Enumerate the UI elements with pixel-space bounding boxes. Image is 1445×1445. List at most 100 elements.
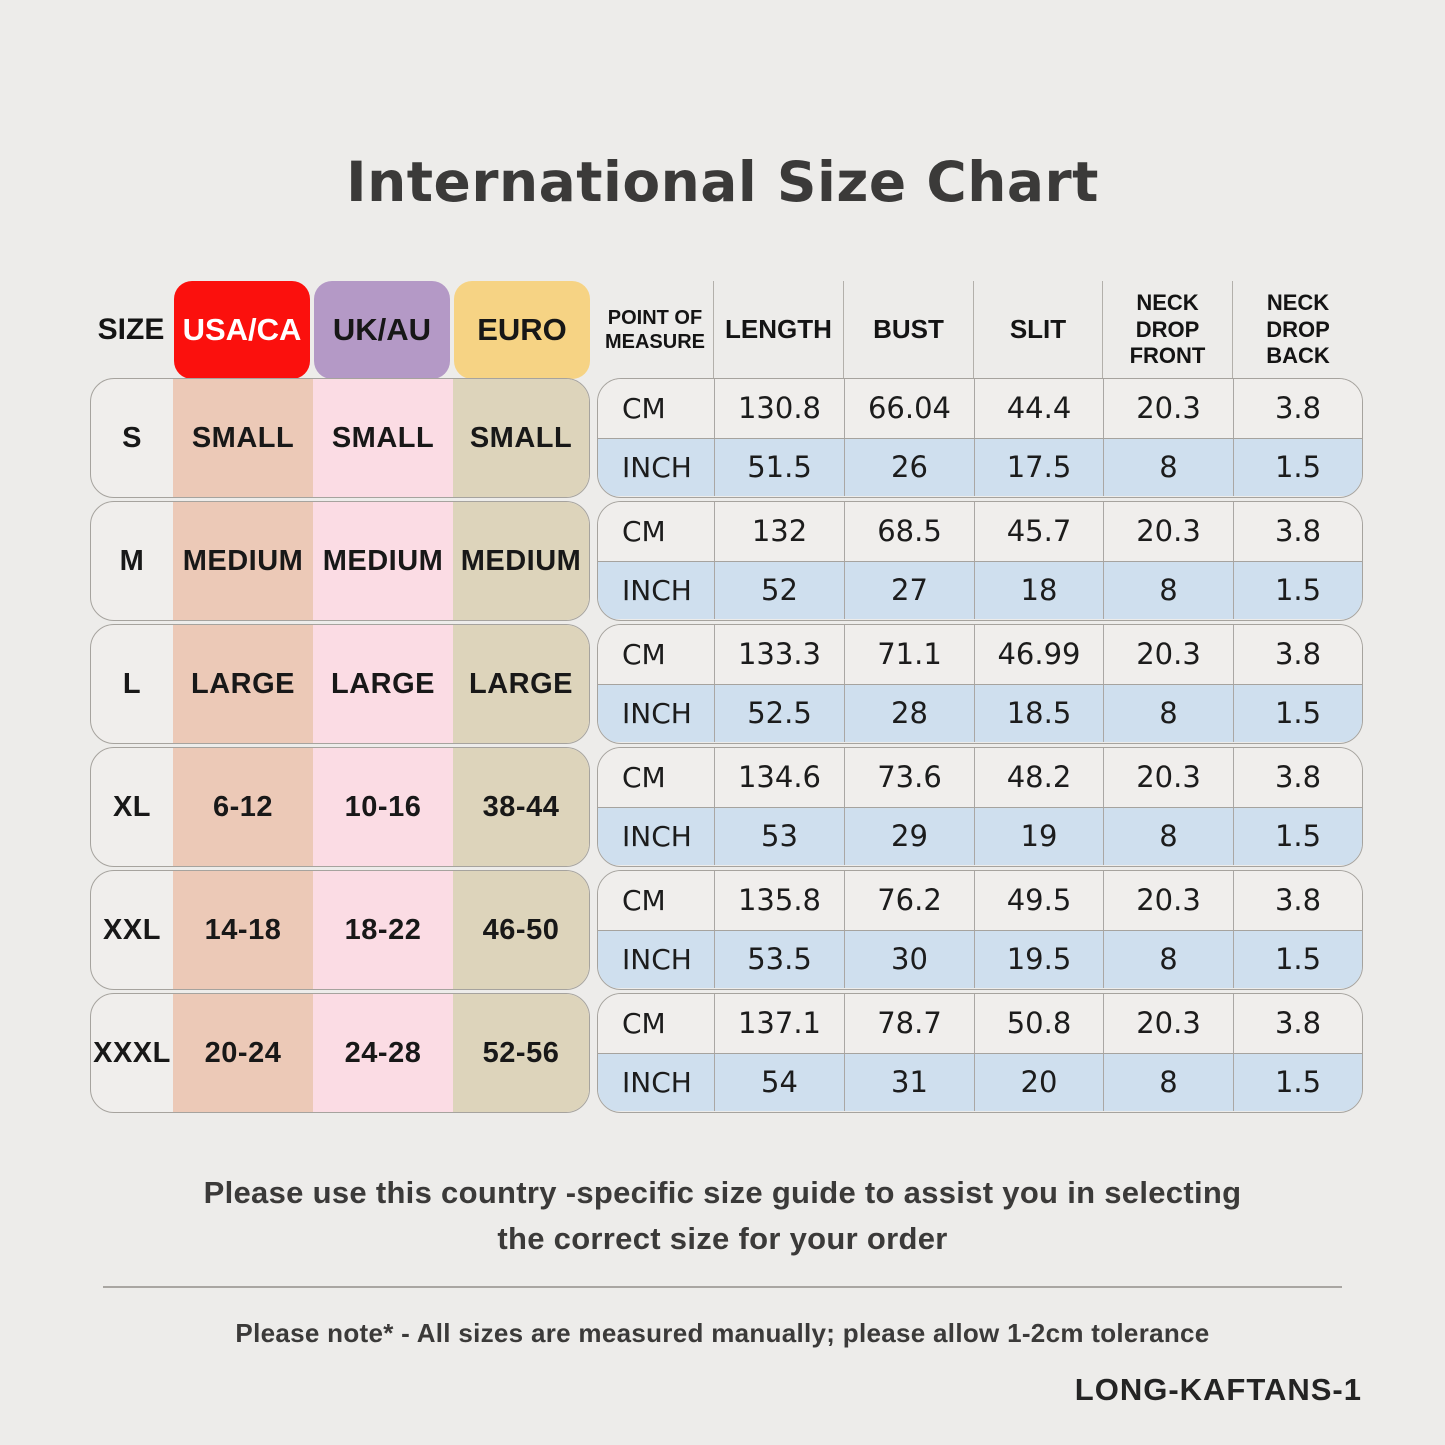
neck-drop-back-value: 3.8 bbox=[1233, 994, 1362, 1053]
neck-drop-back-value: 3.8 bbox=[1233, 625, 1362, 684]
uk-au-size-cell: MEDIUM bbox=[313, 502, 453, 620]
neck-drop-front-value: 20.3 bbox=[1103, 625, 1233, 684]
bust-value: 73.6 bbox=[844, 748, 974, 807]
cm-row: CM 132 68.5 45.7 20.3 3.8 bbox=[598, 502, 1362, 561]
euro-size-cell: LARGE bbox=[453, 625, 589, 743]
size-row-group-l: L LARGE LARGE LARGE CM 133.3 71.1 46.99 … bbox=[90, 624, 1363, 744]
slit-value: 45.7 bbox=[974, 502, 1103, 561]
usa-ca-size-cell: SMALL bbox=[173, 379, 313, 497]
neck-drop-back-value: 1.5 bbox=[1233, 930, 1362, 988]
slit-value: 50.8 bbox=[974, 994, 1103, 1053]
euro-size-cell: 52-56 bbox=[453, 994, 589, 1112]
page-title: International Size Chart bbox=[346, 150, 1099, 214]
region-chip-uk-au: UK/AU bbox=[314, 281, 450, 379]
slit-value: 49.5 bbox=[974, 871, 1103, 930]
size-row-group-m: M MEDIUM MEDIUM MEDIUM CM 132 68.5 45.7 … bbox=[90, 501, 1363, 621]
size-row-group-s: S SMALL SMALL SMALL CM 130.8 66.04 44.4 … bbox=[90, 378, 1363, 498]
neck-drop-back-value: 1.5 bbox=[1233, 684, 1362, 742]
uk-au-size-cell: LARGE bbox=[313, 625, 453, 743]
bust-value: 76.2 bbox=[844, 871, 974, 930]
unit-label: INCH bbox=[622, 696, 692, 730]
neck-drop-back-value: 3.8 bbox=[1233, 748, 1362, 807]
unit-label: CM bbox=[622, 883, 666, 917]
column-header-neck-drop-front: NECK DROP FRONT bbox=[1102, 281, 1232, 379]
euro-size-cell: SMALL bbox=[453, 379, 589, 497]
unit-label: CM bbox=[622, 514, 666, 548]
slit-value: 48.2 bbox=[974, 748, 1103, 807]
euro-size-cell: MEDIUM bbox=[453, 502, 589, 620]
unit-label: INCH bbox=[622, 819, 692, 853]
usa-ca-size-cell: LARGE bbox=[173, 625, 313, 743]
bust-value: 31 bbox=[844, 1053, 974, 1111]
size-labels-box: L LARGE LARGE LARGE bbox=[90, 624, 590, 744]
neck-drop-back-value: 1.5 bbox=[1233, 561, 1362, 619]
size-cell: XL bbox=[112, 790, 152, 823]
cm-row: CM 133.3 71.1 46.99 20.3 3.8 bbox=[598, 625, 1362, 684]
neck-drop-back-value: 1.5 bbox=[1233, 1053, 1362, 1111]
size-labels-box: S SMALL SMALL SMALL bbox=[90, 378, 590, 498]
bust-value: 28 bbox=[844, 684, 974, 742]
neck-drop-back-value: 3.8 bbox=[1233, 502, 1362, 561]
slit-value: 20 bbox=[974, 1053, 1103, 1111]
bust-value: 27 bbox=[844, 561, 974, 619]
size-row-group-xl: XL 6-12 10-16 38-44 CM 134.6 73.6 48.2 2… bbox=[90, 747, 1363, 867]
size-labels-box: XXXL 20-24 24-28 52-56 bbox=[90, 993, 590, 1113]
slit-value: 19 bbox=[974, 807, 1103, 865]
unit-label: CM bbox=[622, 637, 666, 671]
cm-row: CM 134.6 73.6 48.2 20.3 3.8 bbox=[598, 748, 1362, 807]
cm-row: CM 130.8 66.04 44.4 20.3 3.8 bbox=[598, 379, 1362, 438]
length-value: 53.5 bbox=[714, 930, 844, 988]
uk-au-size-cell: 18-22 bbox=[313, 871, 453, 989]
bust-value: 30 bbox=[844, 930, 974, 988]
neck-drop-front-value: 8 bbox=[1103, 1053, 1233, 1111]
length-value: 135.8 bbox=[714, 871, 844, 930]
inch-row: INCH 51.5 26 17.5 8 1.5 bbox=[598, 437, 1362, 496]
euro-size-cell: 38-44 bbox=[453, 748, 589, 866]
bust-value: 68.5 bbox=[844, 502, 974, 561]
length-value: 133.3 bbox=[714, 625, 844, 684]
measurements-box: CM 133.3 71.1 46.99 20.3 3.8 INCH 52.5 2… bbox=[597, 624, 1363, 744]
length-value: 52.5 bbox=[714, 684, 844, 742]
uk-au-size-cell: 24-28 bbox=[313, 994, 453, 1112]
bust-value: 78.7 bbox=[844, 994, 974, 1053]
inch-row: INCH 52.5 28 18.5 8 1.5 bbox=[598, 683, 1362, 742]
divider-line bbox=[103, 1286, 1342, 1288]
neck-drop-front-value: 8 bbox=[1103, 807, 1233, 865]
slit-value: 18.5 bbox=[974, 684, 1103, 742]
neck-drop-back-value: 1.5 bbox=[1233, 807, 1362, 865]
measurements-box: CM 132 68.5 45.7 20.3 3.8 INCH 52 27 18 … bbox=[597, 501, 1363, 621]
unit-label: CM bbox=[622, 760, 666, 794]
length-value: 51.5 bbox=[714, 438, 844, 496]
unit-label: INCH bbox=[622, 450, 692, 484]
size-labels-box: XXL 14-18 18-22 46-50 bbox=[90, 870, 590, 990]
length-value: 134.6 bbox=[714, 748, 844, 807]
size-column-header: SIZE bbox=[97, 313, 165, 346]
usage-note-line-1: Please use this country -specific size g… bbox=[203, 1175, 1242, 1210]
length-value: 52 bbox=[714, 561, 844, 619]
product-code-label: LONG-KAFTANS-1 bbox=[1074, 1372, 1362, 1407]
neck-drop-front-value: 20.3 bbox=[1103, 994, 1233, 1053]
slit-value: 18 bbox=[974, 561, 1103, 619]
bust-value: 29 bbox=[844, 807, 974, 865]
neck-drop-front-value: 8 bbox=[1103, 561, 1233, 619]
size-cell: XXXL bbox=[93, 1036, 171, 1069]
unit-label: INCH bbox=[622, 1065, 692, 1099]
cm-row: CM 135.8 76.2 49.5 20.3 3.8 bbox=[598, 871, 1362, 930]
size-row-group-xxxl: XXXL 20-24 24-28 52-56 CM 137.1 78.7 50.… bbox=[90, 993, 1363, 1113]
size-labels-box: XL 6-12 10-16 38-44 bbox=[90, 747, 590, 867]
unit-label: INCH bbox=[622, 942, 692, 976]
tolerance-note: Please note* - All sizes are measured ma… bbox=[235, 1318, 1210, 1348]
neck-drop-back-value: 3.8 bbox=[1233, 379, 1362, 438]
unit-label: CM bbox=[622, 1006, 666, 1040]
neck-drop-front-value: 8 bbox=[1103, 684, 1233, 742]
slit-value: 17.5 bbox=[974, 438, 1103, 496]
measurements-box: CM 130.8 66.04 44.4 20.3 3.8 INCH 51.5 2… bbox=[597, 378, 1363, 498]
length-value: 137.1 bbox=[714, 994, 844, 1053]
size-row-group-xxl: XXL 14-18 18-22 46-50 CM 135.8 76.2 49.5… bbox=[90, 870, 1363, 990]
bust-value: 26 bbox=[844, 438, 974, 496]
neck-drop-front-value: 8 bbox=[1103, 438, 1233, 496]
neck-drop-front-value: 20.3 bbox=[1103, 871, 1233, 930]
neck-drop-front-value: 20.3 bbox=[1103, 502, 1233, 561]
inch-row: INCH 52 27 18 8 1.5 bbox=[598, 560, 1362, 619]
